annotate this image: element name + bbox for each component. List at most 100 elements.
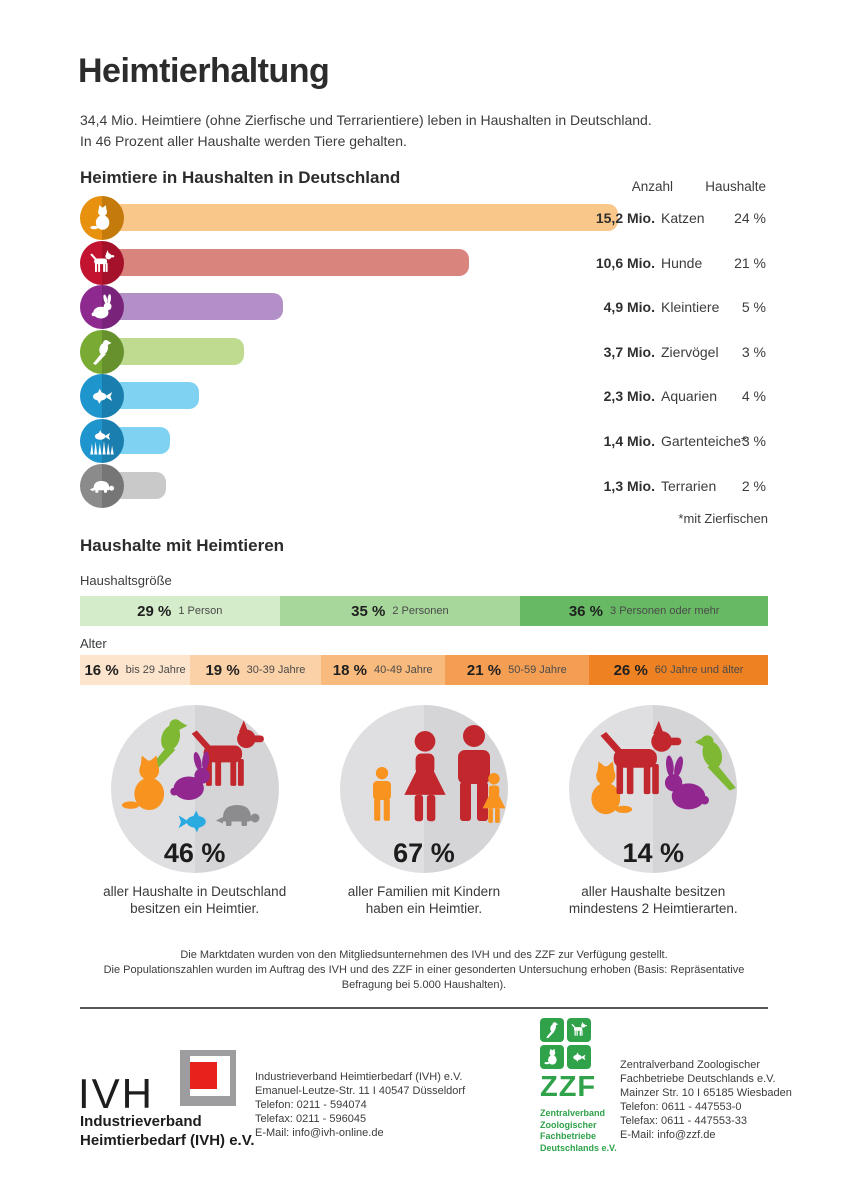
bar-segment: 36 % 3 Personen oder mehr [520,596,768,626]
segment-percent: 16 % [84,661,119,679]
stat-pets-caption: aller Haushalte in Deutschland besitzen … [103,884,287,916]
stat-family: 67 % aller Familien mit Kindern haben ei… [309,705,538,917]
bar-segment: 35 % 2 Personen [279,596,521,626]
segment-percent: 19 % [205,661,240,679]
cat-icon [90,205,110,230]
zzf-logo-tiles [540,1018,620,1069]
chart-row: 1,4 Mio. Gartenteiche* 3 % [80,419,768,463]
segment-label: 50-59 Jahre [508,664,567,676]
fish-icon [573,1052,586,1063]
stat-pets-percent: 46 % [163,838,226,868]
zzf-address: Zentralverband Zoologischer Fachbetriebe … [620,1058,792,1142]
animal-badge [80,240,124,285]
segment-percent: 21 % [466,661,502,679]
pet-bar-chart: 15,2 Mio. Katzen 24 % 10,6 Mio. Hunde 21 % 4,9… [80,196,768,508]
turtle-icon [215,805,260,826]
households-percent: 3 % [741,343,766,360]
chart-row: 1,3 Mio. Terrarien 2 % [80,463,768,508]
fish-icon [93,389,113,405]
ivh-logo-red-square [190,1062,217,1089]
rabbit-icon [91,294,112,319]
stat-family-caption: aller Familien mit Kindern haben ein Hei… [347,884,501,916]
ivh-logo-subtext: Industrieverband Heimtierbedarf (IVH) e.… [80,1113,255,1149]
address-line: Industrieverband Heimtierbedarf (IVH) e.… [255,1071,463,1083]
woman-icon [404,731,446,822]
value-label: 2,3 Mio. [603,388,655,405]
column-header-haushalte: Haushalte [705,179,766,194]
segment-label: 60 Jahre und älter [654,664,744,676]
zzf-tile-cat [540,1045,564,1069]
zzf-tile-dog [567,1018,591,1042]
dog-icon [571,1021,587,1036]
segment-label: 3 Personen oder mehr [610,605,720,617]
parrot-icon [695,735,737,791]
household-size-bar: 29 % 1 Person 35 % 2 Personen 36 % 3 Personen… [80,596,768,626]
animal-label: Gartenteiche* [661,433,747,449]
stat-family-circle: 67 % [339,705,508,873]
zzf-logo-text: ZZF [540,1071,597,1103]
segment-percent: 18 % [332,661,367,679]
chart-row: 10,6 Mio. Hunde 21 % [80,240,768,285]
bar-segment: 29 % 1 Person [80,596,280,626]
animal-label: Aquarien [661,388,718,405]
address-line: E-Mail: info@ivh-online.de [255,1127,384,1139]
stat-circles: 46 % aller Haushalte in Deutschland besi… [80,705,768,917]
chart-row: 3,7 Mio. Ziervögel 3 % [80,329,768,374]
dog-icon [191,720,264,786]
animal-badge [80,329,124,374]
zzf-tile-fish [567,1045,591,1069]
address-line: Zentralverband Zoologischer [620,1059,761,1071]
chart-row: 2,3 Mio. Aquarien 4 % [80,374,768,419]
segment-label: 30-39 Jahre [246,664,306,676]
age-bar: 16 % bis 29 Jahre 19 % 30-39 Jahre 18 % 40-49… [80,655,768,685]
animal-label: Hunde [661,254,703,271]
zzf-tile-parrot [540,1018,564,1042]
value-label: 1,3 Mio. [603,477,655,494]
rabbit-icon [169,751,210,800]
stat-pets: 46 % aller Haushalte in Deutschland besi… [80,705,309,917]
ivh-logo-text: IVH [78,1070,155,1117]
animal-badge [80,419,124,463]
segment-label: 1 Person [178,605,223,617]
households-percent: 24 % [734,210,766,226]
segment-percent: 35 % [351,602,386,620]
segment-percent: 29 % [137,602,172,620]
chart-row: 4,9 Mio. Kleintiere 5 % [80,285,768,330]
segment-percent: 26 % [613,661,648,679]
animal-badge [80,196,124,240]
segment-label: 40-49 Jahre [373,664,433,676]
chart-footnote: *mit Zierfischen [678,511,768,526]
stat-family-percent: 67 % [393,838,455,868]
bar-segment: 18 % 40-49 Jahre [320,655,445,685]
age-label: Alter [80,636,107,651]
animal-label: Kleintiere [661,299,720,316]
ivh-logo-mark [180,1050,236,1106]
value-bar [102,293,284,321]
households-percent: 2 % [741,477,766,494]
household-size-label: Haushaltsgröße [80,573,172,588]
bar-segment: 21 % 50-59 Jahre [444,655,590,685]
address-line: Telefax: 0211 - 596045 [255,1113,367,1125]
intro-text: 34,4 Mio. Heimtiere (ohne Zierfische und… [80,112,652,149]
turtle-icon [89,480,115,493]
address-line: Telefax: 0611 - 447553-33 [620,1115,747,1127]
chart-row: 15,2 Mio. Katzen 24 % [80,196,768,240]
page-title: Heimtierhaltung [78,52,330,90]
dog-icon [90,249,115,272]
address-line: Fachbetriebe Deutschlands e.V. [620,1073,776,1085]
value-bar [102,248,469,276]
animal-label: Terrarien [661,477,717,494]
segment-percent: 36 % [568,602,604,620]
segment-label: bis 29 Jahre [125,664,186,676]
address-line: Telefon: 0611 - 447553-0 [620,1101,742,1113]
cat-icon [591,761,633,815]
address-line: Telefon: 0211 - 594074 [255,1099,367,1111]
address-line: Mainzer Str. 10 I 65185 Wiesbaden [620,1087,792,1099]
family-illustration [340,705,508,873]
pet-chart-title: Heimtiere in Haushalten in Deutschland [80,168,401,187]
pond-icon [90,430,114,455]
footer-divider [80,1007,768,1009]
man-icon [457,725,490,821]
parrot-icon [93,339,112,365]
cat-icon [121,755,164,811]
